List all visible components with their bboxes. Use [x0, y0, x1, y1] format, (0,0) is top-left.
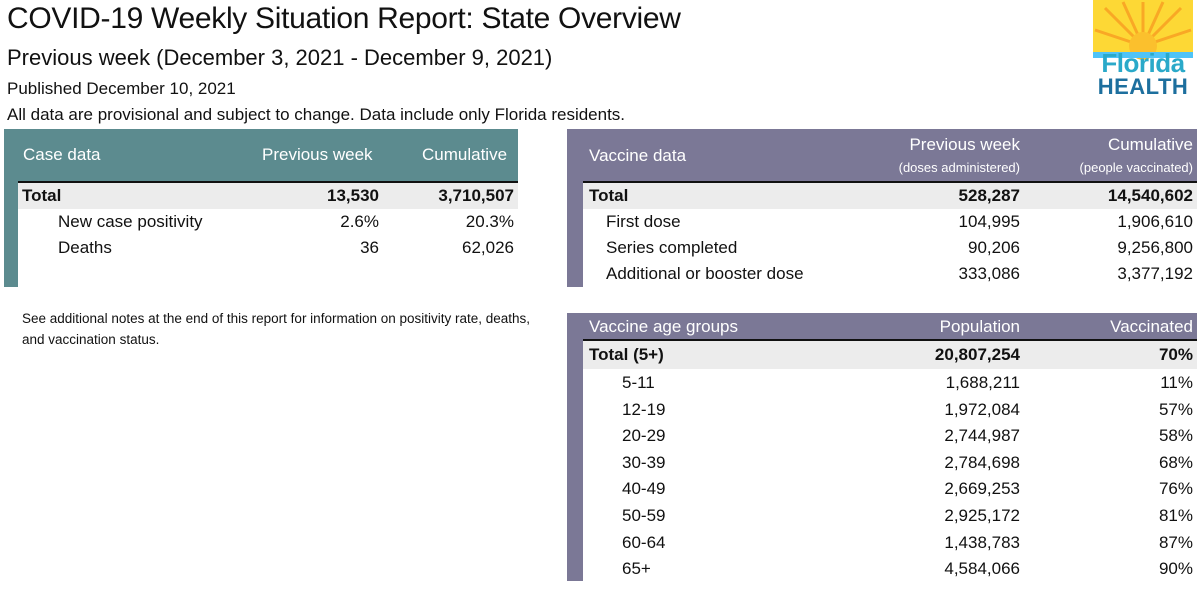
- logo-health-text: HEALTH: [1097, 74, 1189, 99]
- case-table-header: Case data Previous week Cumulative: [4, 129, 518, 181]
- age-row-population: 2,925,172: [944, 506, 1020, 525]
- vaccine-row-prev: 104,995: [958, 212, 1020, 231]
- vaccine-table-header: Vaccine data Previous week (doses admini…: [567, 129, 1197, 181]
- vaccine-row-cum: 1,906,610: [1117, 212, 1193, 231]
- age-row-population: 2,784,698: [944, 452, 1020, 472]
- age-row-vaccinated: 68%: [1158, 452, 1193, 472]
- case-row-cum: 62,026: [462, 238, 514, 257]
- case-row-cum: 3,710,507: [438, 186, 514, 205]
- age-row-label: 65+: [622, 559, 651, 579]
- vaccine-col-previous-week-sub: (doses administered): [898, 160, 1020, 175]
- age-row-label: Total (5+): [589, 345, 664, 364]
- vaccine-row-cum: 9,256,800: [1117, 238, 1193, 257]
- additional-notes: See additional notes at the end of this …: [22, 311, 531, 347]
- disclaimer-text: All data are provisional and subject to …: [7, 105, 626, 124]
- logo-florida-text: Florida: [1101, 48, 1185, 78]
- vaccine-row-prev: 528,287: [958, 186, 1020, 205]
- age-row-vaccinated: 90%: [1158, 559, 1193, 579]
- age-row-vaccinated: 76%: [1158, 479, 1193, 499]
- vaccine-row-prev: 90,206: [968, 238, 1020, 257]
- age-row-population: 1,438,783: [944, 532, 1020, 552]
- florida-health-logo: Florida HEALTH: [1093, 0, 1193, 99]
- age-row-label: 60-64: [622, 532, 666, 552]
- vaccine-row-prev: 333,086: [958, 264, 1020, 283]
- age-row-vaccinated: 81%: [1158, 506, 1193, 525]
- vaccine-col-cumulative-sub: (people vaccinated): [1079, 160, 1193, 175]
- age-row-vaccinated: 57%: [1158, 399, 1193, 419]
- case-col-previous-week: Previous week: [262, 145, 373, 164]
- sun-icon: [1093, 0, 1193, 60]
- age-row-population: 20,807,254: [934, 345, 1020, 364]
- age-row-vaccinated: 58%: [1158, 426, 1193, 446]
- age-total-row-bg: [583, 339, 1197, 369]
- age-row-vaccinated: 11%: [1160, 373, 1193, 392]
- published-date: Published December 10, 2021: [7, 79, 236, 98]
- age-row-population: 1,972,084: [944, 399, 1020, 419]
- vaccine-row-cum: 14,540,602: [1107, 186, 1193, 205]
- age-table-title: Vaccine age groups: [589, 317, 739, 336]
- vaccine-row-label: Total: [589, 186, 629, 205]
- vaccine-col-cumulative: Cumulative: [1107, 135, 1193, 154]
- age-row-label: 20-29: [622, 426, 666, 446]
- age-table-header: Vaccine age groups Population Vaccinated: [567, 313, 1197, 339]
- case-row-label: New case positivity: [58, 212, 203, 231]
- age-col-population: Population: [939, 317, 1020, 336]
- case-row-prev: 36: [360, 238, 379, 257]
- age-row-label: 30-39: [622, 452, 666, 472]
- vaccine-table-title: Vaccine data: [589, 146, 687, 165]
- vaccine-row-label: Series completed: [606, 238, 738, 257]
- age-row-label: 5-11: [622, 373, 655, 392]
- vaccine-row-label: First dose: [606, 212, 681, 231]
- age-row-label: 50-59: [622, 506, 666, 525]
- age-row-label: 40-49: [622, 479, 666, 499]
- vaccine-row-cum: 3,377,192: [1117, 264, 1193, 283]
- age-row-vaccinated: 70%: [1158, 345, 1193, 364]
- case-row-prev: 13,530: [327, 186, 379, 205]
- vaccine-col-previous-week: Previous week: [909, 135, 1020, 154]
- case-table-title: Case data: [23, 145, 101, 164]
- page-title: COVID-19 Weekly Situation Report: State …: [7, 2, 681, 35]
- case-row-cum: 20.3%: [465, 212, 514, 231]
- case-row-prev: 2.6%: [340, 212, 379, 231]
- case-row-label: Deaths: [58, 238, 112, 257]
- age-table-side-bar: [567, 313, 583, 581]
- case-total-row-bg: [18, 181, 518, 209]
- case-row-label: Total: [22, 186, 62, 205]
- age-row-population: 2,744,987: [944, 426, 1020, 446]
- age-row-population: 4,584,066: [944, 559, 1020, 579]
- age-row-population: 1,688,211: [945, 373, 1020, 392]
- vaccine-total-row-bg: [583, 181, 1197, 209]
- age-row-label: 12-19: [622, 399, 666, 419]
- age-row-vaccinated: 87%: [1158, 532, 1193, 552]
- report-period: Previous week (December 3, 2021 - Decemb…: [7, 45, 553, 70]
- vaccine-row-label: Additional or booster dose: [606, 264, 804, 283]
- case-col-cumulative: Cumulative: [422, 145, 508, 164]
- age-row-population: 2,669,253: [944, 479, 1020, 499]
- age-col-vaccinated: Vaccinated: [1110, 317, 1193, 336]
